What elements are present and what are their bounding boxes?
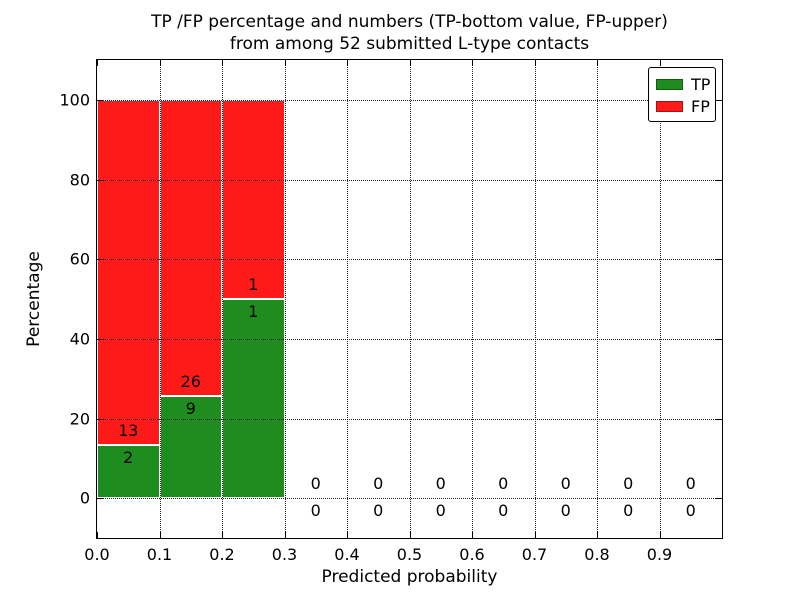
bar-segment-tp <box>97 445 160 499</box>
y-axis-label: Percentage <box>24 251 44 347</box>
chart-title-line1: TP /FP percentage and numbers (TP-bottom… <box>151 12 668 32</box>
gridline-vertical <box>347 60 348 538</box>
y-tick-mark <box>97 418 103 420</box>
x-tick-mark <box>222 532 223 538</box>
x-tick-label: 0.5 <box>396 545 423 564</box>
y-tick-mark-right <box>716 338 722 340</box>
bar-count-label-tp: 0 <box>435 501 446 521</box>
legend-label-fp: FP <box>691 96 710 116</box>
gridline-vertical <box>409 60 411 538</box>
y-tick-mark <box>97 179 103 181</box>
legend: TP FP <box>648 67 716 122</box>
x-tick-label: 0.0 <box>84 545 110 564</box>
y-tick-label: 80 <box>69 170 90 189</box>
bar-count-label-tp: 0 <box>560 501 571 521</box>
y-tick-mark-right <box>716 259 722 261</box>
y-tick-mark-right <box>716 418 722 420</box>
x-tick-mark <box>97 532 98 538</box>
bar-count-label-tp: 9 <box>185 398 196 418</box>
x-tick-label: 0.9 <box>646 545 673 564</box>
legend-label-tp: TP <box>691 74 711 94</box>
x-tick-mark <box>409 532 411 538</box>
legend-entry-tp: TP <box>649 73 715 95</box>
x-tick-mark-top <box>159 60 161 66</box>
x-tick-label: 0.3 <box>271 545 298 564</box>
bar-segment-fp <box>159 99 222 396</box>
bar-segment-fp <box>97 99 160 446</box>
bar-count-label-tp: 0 <box>623 501 634 521</box>
x-tick-mark <box>597 532 598 538</box>
bar-count-label-tp: 0 <box>373 501 384 521</box>
x-tick-label: 0.2 <box>209 545 235 564</box>
x-tick-mark <box>159 532 161 538</box>
legend-entry-fp: FP <box>649 95 715 117</box>
x-tick-mark-top <box>97 60 98 66</box>
bar-count-label-tp: 0 <box>498 501 509 521</box>
bar-count-label-fp: 0 <box>498 474 509 494</box>
bar-segment-fp <box>222 99 285 299</box>
x-axis-label: Predicted probability <box>321 567 498 587</box>
x-tick-label: 0.8 <box>584 545 610 564</box>
bar-count-label-fp: 0 <box>310 474 321 494</box>
plot-area: 13 2 26 9 1 1 0 0 0 0 0 0 0 0 0 0 0 0 0 0 TP FP <box>96 59 723 539</box>
x-tick-label: 0.7 <box>521 545 548 564</box>
y-tick-mark-right <box>716 498 722 500</box>
x-tick-mark-top <box>284 60 286 66</box>
tick-layer <box>97 60 722 538</box>
bar-count-label-tp: 2 <box>123 448 134 468</box>
bar-count-label-tp: 0 <box>685 501 696 521</box>
gridline-vertical <box>159 60 161 538</box>
x-tick-mark <box>284 532 286 538</box>
x-tick-mark-top <box>534 60 536 66</box>
y-tick-label: 40 <box>69 329 90 349</box>
y-tick-label: 60 <box>69 249 90 269</box>
grid-layer <box>97 60 722 538</box>
x-tick-label: 0.1 <box>146 545 173 564</box>
y-tick-mark <box>97 259 103 261</box>
bar-count-label-fp: 13 <box>118 421 139 441</box>
x-tick-mark <box>347 532 348 538</box>
bar-count-label-fp: 0 <box>623 474 634 494</box>
bar-layer <box>97 60 722 538</box>
x-tick-mark-top <box>659 60 661 66</box>
gridline-vertical <box>534 60 536 538</box>
x-tick-mark-top <box>347 60 348 66</box>
x-tick-mark <box>659 532 661 538</box>
legend-swatch-fp <box>656 100 683 112</box>
x-tick-label: 0.4 <box>334 545 360 564</box>
bar-count-label-fp: 0 <box>560 474 571 494</box>
bar-count-label-tp: 1 <box>248 302 259 321</box>
y-tick-label: 20 <box>69 409 90 428</box>
gridline-vertical <box>597 60 598 538</box>
x-tick-mark <box>472 532 473 538</box>
y-tick-label: 100 <box>59 90 90 110</box>
bar-count-label-fp: 26 <box>180 371 201 391</box>
gridline-vertical <box>472 60 473 538</box>
x-tick-mark <box>534 532 536 538</box>
x-tick-mark-top <box>222 60 223 66</box>
bar-count-label-fp: 0 <box>435 474 446 494</box>
y-tick-mark-right <box>716 99 722 101</box>
gridline-vertical <box>284 60 286 538</box>
gridline-vertical <box>659 60 661 538</box>
x-tick-mark-top <box>472 60 473 66</box>
bar-count-label-tp: 0 <box>310 501 321 521</box>
bar-count-label-fp: 0 <box>373 474 384 494</box>
label-layer: 13 2 26 9 1 1 0 0 0 0 0 0 0 0 0 0 0 0 0 0 <box>97 60 722 538</box>
chart-title-line2: from among 52 submitted L-type contacts <box>229 34 590 54</box>
gridline-vertical <box>222 60 223 538</box>
y-tick-mark <box>97 498 103 500</box>
y-tick-label: 0 <box>79 488 90 508</box>
y-tick-mark <box>97 338 103 340</box>
x-tick-mark-top <box>409 60 411 66</box>
y-tick-mark <box>97 99 103 101</box>
y-tick-mark-right <box>716 179 722 181</box>
chart-title: TP /FP percentage and numbers (TP-bottom… <box>97 11 722 55</box>
bar-count-label-fp: 0 <box>685 474 696 494</box>
x-tick-label: 0.6 <box>459 545 485 564</box>
x-tick-mark-top <box>597 60 598 66</box>
bar-count-label-fp: 1 <box>248 275 259 294</box>
legend-swatch-tp <box>656 78 683 90</box>
